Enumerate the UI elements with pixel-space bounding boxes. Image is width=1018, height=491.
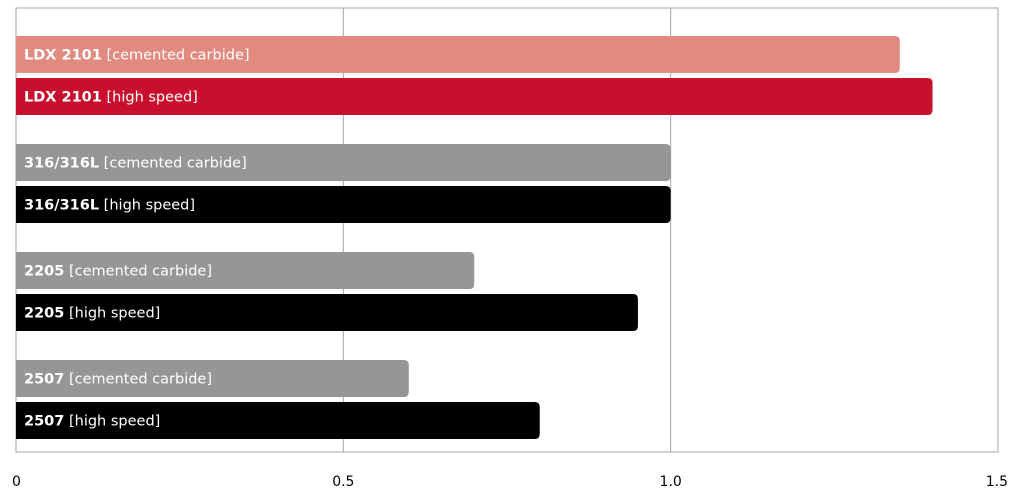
bar-label-grade: 316/316L — [24, 198, 99, 214]
bar-label-tool: [high speed] — [99, 198, 195, 214]
bar-label-tool: [cemented carbide] — [99, 156, 247, 172]
bar-label-grade: 316/316L — [24, 156, 99, 172]
bar-label: LDX 2101 [high speed] — [24, 90, 198, 106]
bar — [16, 360, 409, 397]
bar-label-tool: [cemented carbide] — [64, 264, 212, 280]
bar-label-tool: [high speed] — [64, 414, 160, 430]
bar-label: 316/316L [cemented carbide] — [24, 156, 247, 172]
bar — [16, 36, 900, 73]
bar-label-grade: 2507 — [24, 372, 64, 388]
bar-label: 2205 [high speed] — [24, 306, 160, 322]
bar-label: 2205 [cemented carbide] — [24, 264, 212, 280]
bar-label: 2507 [high speed] — [24, 414, 160, 430]
bar-label-grade: 2205 — [24, 306, 64, 322]
bar-label: LDX 2101 [cemented carbide] — [24, 48, 250, 64]
bar-label-grade: 2205 — [24, 264, 64, 280]
bar — [16, 252, 475, 289]
bar-label: 316/316L [high speed] — [24, 198, 195, 214]
bar — [16, 294, 638, 331]
bar-label-tool: [cemented carbide] — [64, 372, 212, 388]
plot-frame — [15, 7, 999, 453]
bar — [16, 144, 671, 181]
x-tick-label: 1.5 — [986, 474, 1008, 490]
x-axis-ticks: 0 0.5 1.0 1.5 — [12, 474, 1008, 490]
bar-label-tool: [high speed] — [64, 306, 160, 322]
x-tick-label: 0.5 — [332, 474, 354, 490]
bar-label-grade: 2507 — [24, 414, 64, 430]
bar-label-grade: LDX 2101 — [24, 48, 102, 64]
bar-label: 2507 [cemented carbide] — [24, 372, 212, 388]
bar — [16, 78, 933, 115]
bar — [16, 402, 540, 439]
x-tick-label: 0 — [12, 474, 21, 490]
bar-label-grade: LDX 2101 — [24, 90, 102, 106]
bar-label-tool: [high speed] — [102, 90, 198, 106]
bar — [16, 186, 671, 223]
bar-label-tool: [cemented carbide] — [102, 48, 250, 64]
x-tick-label: 1.0 — [660, 474, 682, 490]
bars-group: LDX 2101 [cemented carbide]LDX 2101 [hig… — [16, 36, 933, 439]
